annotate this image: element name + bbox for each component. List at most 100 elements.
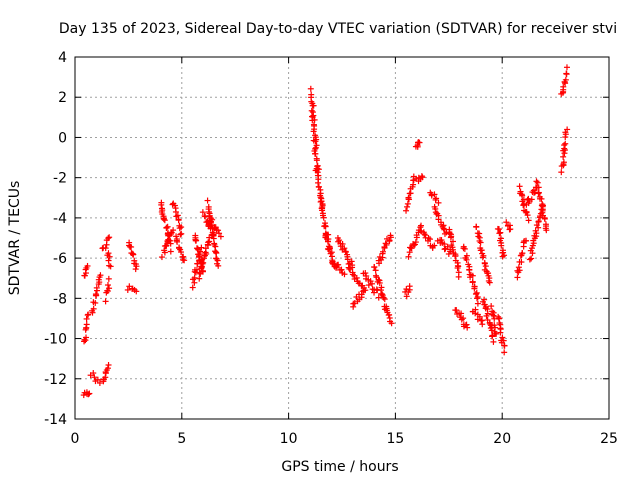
- data-point: [435, 199, 442, 206]
- data-point: [478, 247, 485, 254]
- data-point: [416, 139, 423, 146]
- data-point: [463, 321, 470, 328]
- data-point: [431, 242, 438, 249]
- data-point: [533, 178, 540, 185]
- data-point: [105, 250, 112, 257]
- y-tick-label: 0: [58, 130, 67, 146]
- data-point: [379, 248, 386, 255]
- data-point: [560, 83, 567, 90]
- data-point: [326, 245, 333, 252]
- data-point: [105, 361, 112, 368]
- data-point: [319, 202, 326, 209]
- data-point: [543, 227, 550, 234]
- data-point: [501, 349, 508, 356]
- data-point: [529, 250, 536, 257]
- data-point: [104, 282, 111, 289]
- data-point: [161, 217, 168, 224]
- data-point: [93, 284, 100, 291]
- data-point: [193, 237, 200, 244]
- data-point: [558, 169, 565, 176]
- data-point: [535, 189, 542, 196]
- data-point: [83, 321, 90, 328]
- data-point: [388, 320, 395, 327]
- data-point: [104, 365, 111, 372]
- data-point: [158, 254, 165, 261]
- data-point: [563, 71, 570, 78]
- data-point: [371, 264, 378, 271]
- data-point: [514, 274, 521, 281]
- data-point: [463, 256, 470, 263]
- data-point: [559, 89, 566, 96]
- data-point: [501, 252, 508, 259]
- data-point: [198, 244, 205, 251]
- data-point: [458, 310, 465, 317]
- axis-ticks: 0 5 10 15 20 25 -14 -12 -10 -8 -6 -4 -2 0 2 4: [44, 50, 618, 447]
- data-point: [438, 237, 445, 244]
- data-point: [86, 390, 93, 397]
- data-point: [386, 237, 393, 244]
- data-point: [310, 137, 317, 144]
- data-point: [562, 140, 569, 147]
- data-point: [214, 257, 221, 264]
- data-point: [425, 235, 432, 242]
- data-point: [471, 285, 478, 292]
- data-point: [312, 150, 319, 157]
- data-point: [313, 155, 320, 162]
- data-point: [376, 260, 383, 267]
- data-point: [84, 262, 91, 269]
- data-point: [132, 266, 139, 273]
- data-point: [528, 255, 535, 262]
- data-point: [312, 144, 319, 151]
- data-point: [83, 325, 90, 332]
- data-point: [469, 278, 476, 285]
- data-point: [324, 238, 331, 245]
- data-point: [215, 262, 222, 269]
- data-point: [167, 248, 174, 255]
- data-point: [83, 334, 90, 341]
- data-point: [106, 253, 113, 260]
- data-point: [213, 250, 220, 257]
- data-point: [178, 230, 185, 237]
- data-point: [461, 245, 468, 252]
- data-point: [335, 261, 342, 268]
- data-point: [171, 202, 178, 209]
- x-tick-label: 25: [600, 431, 618, 447]
- data-point: [209, 216, 216, 223]
- data-point: [196, 254, 203, 261]
- data-point: [197, 270, 204, 277]
- data-point: [202, 245, 209, 252]
- data-point: [353, 274, 360, 281]
- data-point: [338, 266, 345, 273]
- data-point: [473, 289, 480, 296]
- data-points: [80, 64, 571, 399]
- data-point: [381, 296, 388, 303]
- data-point: [474, 300, 481, 307]
- data-point: [161, 249, 168, 256]
- data-point: [102, 298, 109, 305]
- data-point: [493, 330, 500, 337]
- data-point: [534, 179, 541, 186]
- data-point: [482, 263, 489, 270]
- data-point: [453, 307, 460, 314]
- data-point: [446, 230, 453, 237]
- x-axis-label: GPS time / hours: [281, 459, 398, 475]
- data-point: [378, 291, 385, 298]
- data-point: [341, 245, 348, 252]
- data-point: [162, 243, 169, 250]
- data-point: [376, 253, 383, 260]
- data-point: [412, 239, 419, 246]
- data-point: [474, 295, 481, 302]
- data-point: [488, 303, 495, 310]
- data-point: [216, 230, 223, 237]
- data-point: [533, 230, 540, 237]
- data-point: [563, 64, 570, 71]
- data-point: [369, 280, 376, 287]
- data-point: [516, 267, 523, 274]
- data-point: [315, 184, 322, 191]
- data-point: [524, 212, 531, 219]
- data-point: [454, 264, 461, 271]
- data-point: [418, 173, 425, 180]
- data-point: [516, 183, 523, 190]
- data-point: [174, 212, 181, 219]
